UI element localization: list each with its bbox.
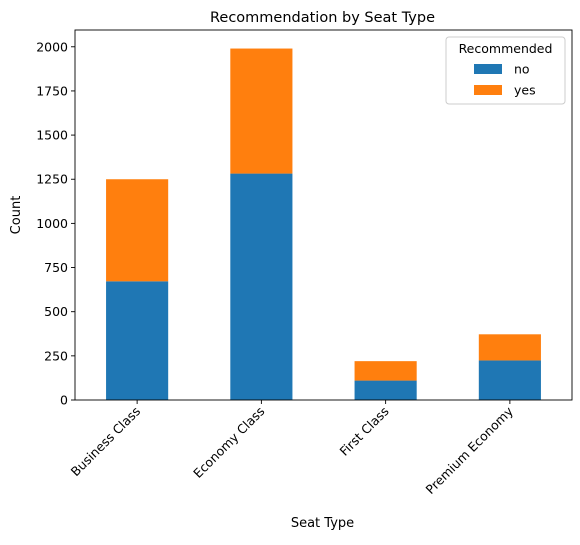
y-tick-label: 250	[44, 348, 68, 363]
legend-swatch-no	[474, 64, 502, 74]
legend-title: Recommended	[459, 41, 553, 56]
bars-layer	[106, 48, 541, 400]
y-tick-label: 1750	[36, 83, 68, 98]
bar-business-class-no	[106, 281, 169, 400]
x-tick-label-economy-class: Economy Class	[190, 404, 267, 481]
bar-first-class-no	[354, 380, 417, 400]
x-axis-label: Seat Type	[291, 516, 354, 531]
legend-label-yes: yes	[514, 83, 536, 98]
bar-premium-economy-yes	[478, 334, 541, 361]
y-axis: 0 250 500 750 1000 1250 1500 1750 2000	[36, 39, 75, 408]
plot-frame	[74, 29, 573, 401]
y-tick-label: 1000	[36, 216, 68, 231]
chart-title: Recommendation by Seat Type	[210, 10, 435, 26]
bar-premium-economy-no	[478, 360, 541, 400]
x-tick-label-premium-economy: Premium Economy	[423, 403, 517, 497]
x-tick-label-first-class: First Class	[336, 404, 391, 459]
y-tick-label: 750	[44, 260, 68, 275]
y-axis-label: Count	[9, 196, 24, 235]
x-tick-label-business-class: Business Class	[68, 404, 144, 480]
y-tick-label: 500	[44, 304, 68, 319]
y-tick-label: 0	[60, 393, 68, 408]
y-tick-label: 1500	[36, 128, 68, 143]
y-tick-label: 2000	[36, 39, 68, 54]
bar-first-class-yes	[354, 361, 417, 381]
legend-swatch-yes	[474, 85, 502, 95]
legend: Recommended no yes	[445, 36, 566, 105]
bar-business-class-yes	[106, 179, 169, 282]
legend-label-no: no	[514, 62, 530, 77]
bar-economy-class-yes	[230, 48, 293, 174]
bar-economy-class-no	[230, 173, 293, 400]
y-tick-label: 1250	[36, 172, 68, 187]
x-axis: Business Class Economy Class First Class Pr…	[68, 400, 517, 497]
